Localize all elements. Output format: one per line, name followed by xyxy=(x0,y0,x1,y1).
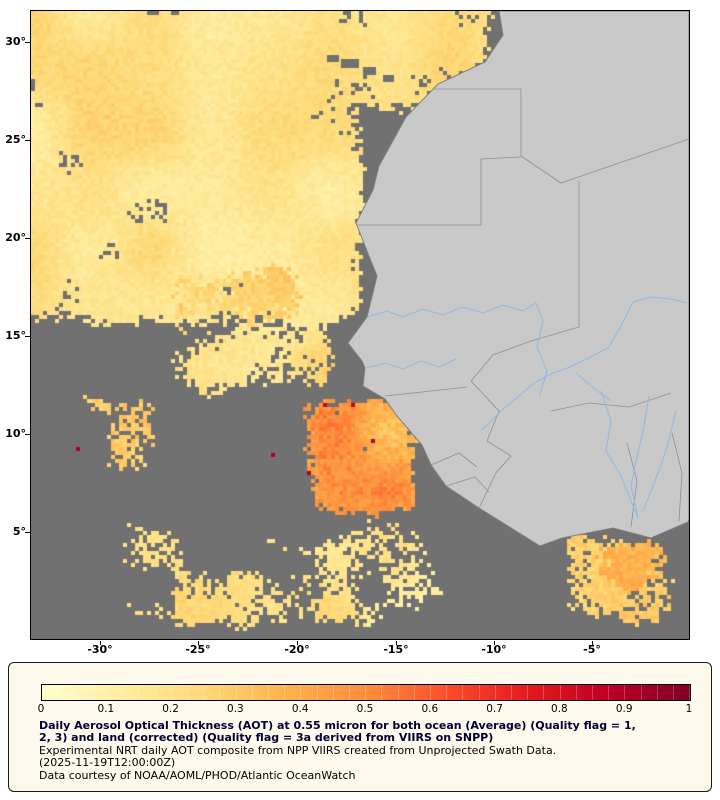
colorbar xyxy=(41,684,691,701)
colorbar-tick-label: 0.2 xyxy=(162,703,179,715)
lat-tick-label: 5° xyxy=(12,525,26,538)
caption-block: Daily Aerosol Optical Thickness (AOT) at… xyxy=(39,719,703,782)
map-plot xyxy=(30,10,690,640)
caption-credit: Data courtesy of NOAA/AOML/PHOD/Atlantic… xyxy=(39,768,356,782)
lon-tick-label: -20° xyxy=(284,643,310,656)
caption-title-line2: 2, 3) and land (corrected) (Quality flag… xyxy=(39,731,494,745)
lat-tick-label: 25° xyxy=(5,133,26,146)
colorbar-tick-label: 0.3 xyxy=(227,703,244,715)
legend-panel: 0 0.1 0.2 0.3 0.4 0.5 0.6 0.7 0.8 0.9 1 … xyxy=(8,662,712,792)
y-axis-tick xyxy=(25,434,30,435)
colorbar-tick-label: 0.4 xyxy=(291,703,309,715)
caption-timestamp: (2025-11-19T12:00:00Z) xyxy=(39,756,176,770)
lon-tick-label: -25° xyxy=(185,643,211,656)
lat-tick-label: 30° xyxy=(5,35,26,48)
colorbar-tick-label: 0.9 xyxy=(615,703,633,715)
colorbar-tick-label: 0.6 xyxy=(421,703,439,715)
colorbar-segments xyxy=(42,685,690,700)
colorbar-tick-label: 0.1 xyxy=(97,703,115,715)
caption-subtitle: Experimental NRT daily AOT composite fro… xyxy=(39,743,557,757)
country-borders xyxy=(356,88,689,528)
x-axis-tick xyxy=(494,641,495,645)
lat-tick-label: 10° xyxy=(5,427,26,440)
lat-tick-label: 20° xyxy=(5,231,26,244)
y-axis-tick xyxy=(25,532,30,533)
geo-overlay xyxy=(347,11,689,547)
lon-tick-label: -5° xyxy=(583,643,601,656)
colorbar-gradient xyxy=(42,685,690,700)
lon-tick-label: -10° xyxy=(481,643,507,656)
x-axis-tick xyxy=(396,641,397,645)
lon-tick-label: -15° xyxy=(383,643,409,656)
caption-title-line1: Daily Aerosol Optical Thickness (AOT) at… xyxy=(39,719,636,732)
rivers xyxy=(364,296,688,519)
y-axis-tick xyxy=(25,140,30,141)
colorbar-tick-label: 0.5 xyxy=(356,703,374,715)
lon-tick-label: -30° xyxy=(87,643,113,656)
y-axis-tick xyxy=(25,336,30,337)
lat-tick-label: 15° xyxy=(5,329,26,342)
x-axis-tick xyxy=(592,641,593,645)
colorbar-tick-label: 0.7 xyxy=(486,703,503,715)
land-polygon xyxy=(347,11,689,547)
x-axis-tick xyxy=(198,641,199,645)
x-axis-tick xyxy=(297,641,298,645)
colorbar-tick-label: 1 xyxy=(685,703,693,715)
y-axis-tick xyxy=(25,42,30,43)
colorbar-tick-label: 0 xyxy=(37,703,45,715)
x-axis-tick xyxy=(100,641,101,645)
colorbar-tick-label: 0.8 xyxy=(551,703,568,715)
y-axis-tick xyxy=(25,238,30,239)
